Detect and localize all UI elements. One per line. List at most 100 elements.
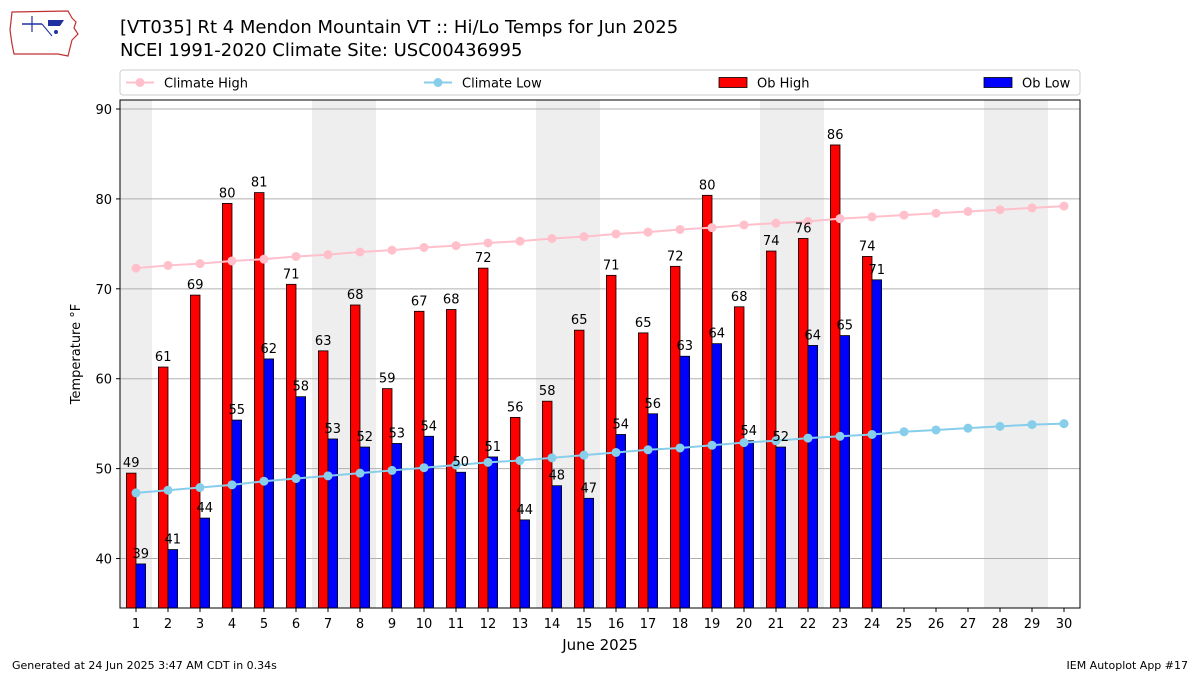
ob-low-bar bbox=[711, 343, 723, 609]
ob-high-label: 65 bbox=[635, 316, 652, 331]
climate-high-point bbox=[163, 260, 173, 270]
x-tick-label: 25 bbox=[896, 617, 913, 632]
climate-high-point bbox=[131, 263, 141, 273]
climate-low-point bbox=[1027, 420, 1037, 430]
ob-low-label: 64 bbox=[709, 327, 726, 342]
x-tick-label: 8 bbox=[356, 617, 364, 632]
x-tick-label: 27 bbox=[960, 617, 977, 632]
climate-high-point bbox=[643, 227, 653, 237]
climate-high-point bbox=[227, 256, 237, 266]
legend-climate-low-label: Climate Low bbox=[462, 77, 542, 92]
ob-high-label: 74 bbox=[859, 239, 876, 254]
climate-low-point bbox=[867, 429, 877, 439]
climate-high-point bbox=[867, 212, 877, 222]
climate-high-point bbox=[931, 208, 941, 218]
climate-high-point bbox=[355, 247, 365, 257]
ob-high-label: 68 bbox=[443, 292, 460, 307]
climate-high-point bbox=[995, 205, 1005, 215]
ob-high-label: 67 bbox=[411, 294, 428, 309]
ob-low-bar bbox=[455, 471, 467, 609]
ob-low-label: 71 bbox=[869, 263, 886, 278]
climate-high-point bbox=[483, 238, 493, 248]
ob-high-label: 81 bbox=[251, 176, 268, 191]
x-tick-label: 17 bbox=[640, 617, 657, 632]
x-tick-label: 1 bbox=[132, 617, 140, 632]
climate-high-point bbox=[259, 254, 269, 264]
ob-low-bar bbox=[135, 563, 147, 609]
climate-high-point bbox=[963, 206, 973, 216]
climate-high-point bbox=[515, 236, 525, 246]
ob-low-label: 53 bbox=[325, 422, 342, 437]
ob-high-bar bbox=[702, 194, 713, 609]
ob-low-bar bbox=[871, 279, 883, 609]
climate-low-point bbox=[931, 425, 941, 435]
x-tick-label: 19 bbox=[704, 617, 721, 632]
y-tick-label: 40 bbox=[95, 553, 112, 568]
climate-low-point bbox=[195, 483, 205, 493]
ob-high-label: 71 bbox=[603, 258, 620, 273]
climate-high-point bbox=[547, 233, 557, 243]
ob-low-bar bbox=[839, 335, 851, 609]
ob-low-label: 52 bbox=[773, 430, 790, 445]
x-tick-label: 6 bbox=[292, 617, 300, 632]
climate-low-point bbox=[259, 476, 269, 486]
ob-low-label: 53 bbox=[389, 426, 406, 441]
x-tick-label: 9 bbox=[388, 617, 396, 632]
climate-high-point bbox=[323, 250, 333, 260]
ob-high-label: 68 bbox=[731, 290, 748, 305]
x-tick-label: 3 bbox=[196, 617, 204, 632]
legend-ob-low-swatch bbox=[983, 77, 1013, 88]
ob-low-bar bbox=[295, 396, 307, 609]
legend-box bbox=[119, 69, 1081, 96]
legend-climate-high-marker bbox=[135, 78, 145, 87]
iem-logo bbox=[8, 6, 80, 60]
ob-high-label: 56 bbox=[507, 400, 524, 415]
x-tick-label: 28 bbox=[992, 617, 1009, 632]
legend-climate-high-label: Climate High bbox=[164, 77, 248, 92]
climate-high-point bbox=[387, 245, 397, 255]
x-tick-label: 26 bbox=[928, 617, 945, 632]
climate-low-point bbox=[355, 468, 365, 478]
legend-ob-high-swatch bbox=[718, 77, 748, 88]
climate-high-point bbox=[611, 229, 621, 239]
climate-high-point bbox=[195, 259, 205, 269]
ob-low-bar bbox=[423, 435, 435, 609]
ob-low-label: 51 bbox=[485, 440, 502, 455]
x-tick-label: 2 bbox=[164, 617, 172, 632]
climate-high-point bbox=[771, 218, 781, 228]
ob-high-label: 72 bbox=[475, 251, 492, 266]
ob-high-bar bbox=[413, 310, 425, 609]
ob-low-label: 44 bbox=[197, 501, 214, 516]
climate-low-point bbox=[483, 457, 493, 467]
legend-climate-low-marker bbox=[433, 78, 443, 87]
climate-high-point bbox=[1059, 201, 1069, 211]
y-tick-label: 90 bbox=[95, 103, 112, 118]
ob-low-label: 41 bbox=[165, 533, 182, 548]
ob-high-label: 71 bbox=[283, 267, 300, 282]
ob-high-bar bbox=[381, 388, 393, 609]
ob-low-label: 52 bbox=[357, 430, 374, 445]
ob-low-bar bbox=[167, 549, 179, 609]
ob-high-bar bbox=[798, 238, 809, 609]
x-tick-label: 21 bbox=[768, 617, 785, 632]
climate-low-point bbox=[643, 445, 653, 455]
ob-low-bar bbox=[807, 345, 819, 609]
x-axis-label: June 2025 bbox=[561, 636, 638, 654]
ob-high-label: 63 bbox=[315, 334, 332, 349]
ob-low-label: 62 bbox=[261, 342, 278, 357]
ob-high-label: 61 bbox=[155, 350, 172, 365]
climate-low-point bbox=[899, 427, 909, 437]
weekend-shade bbox=[1016, 100, 1048, 608]
climate-low-point bbox=[387, 465, 397, 475]
ob-high-label: 58 bbox=[539, 384, 556, 399]
climate-low-point bbox=[291, 474, 301, 484]
ob-low-label: 65 bbox=[837, 319, 854, 334]
climate-low-point bbox=[579, 450, 589, 460]
climate-low-point bbox=[515, 456, 525, 466]
x-tick-label: 13 bbox=[512, 617, 529, 632]
climate-high-point bbox=[803, 216, 813, 226]
climate-high-point bbox=[451, 241, 461, 251]
ob-high-bar bbox=[542, 400, 553, 609]
ob-low-bar bbox=[775, 446, 787, 609]
